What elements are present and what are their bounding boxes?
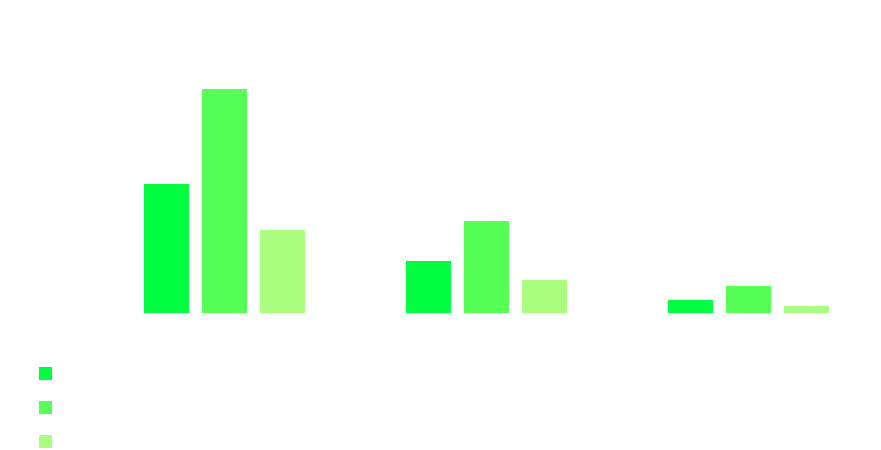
legend-swatch-series-1 xyxy=(39,367,52,380)
legend xyxy=(39,367,52,448)
bar-series-3-group-2 xyxy=(522,280,567,313)
bar-series-1-group-2 xyxy=(406,261,451,313)
bar-series-2-group-3 xyxy=(726,286,771,313)
bar-series-2-group-2 xyxy=(464,221,509,313)
bar-series-3-group-1 xyxy=(260,230,305,313)
bar-series-3-group-3 xyxy=(784,306,829,313)
legend-swatch-series-2 xyxy=(39,401,52,414)
bar-series-1-group-1 xyxy=(144,184,189,313)
legend-swatch-series-3 xyxy=(39,435,52,448)
bars xyxy=(144,89,829,313)
bar-series-2-group-1 xyxy=(202,89,247,313)
bar-series-1-group-3 xyxy=(668,300,713,313)
